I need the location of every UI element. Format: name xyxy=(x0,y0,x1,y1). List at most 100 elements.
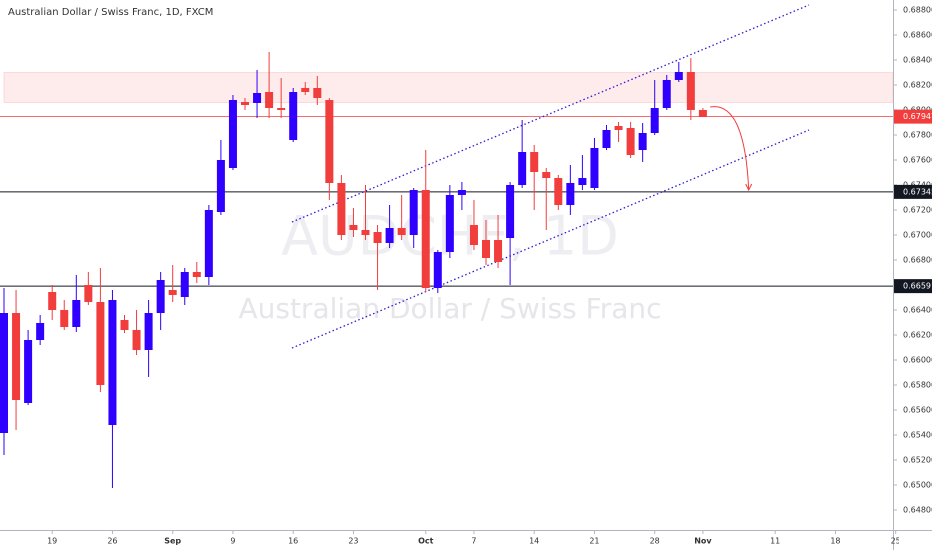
x-tick-label: 14 xyxy=(529,537,539,546)
candle-body xyxy=(518,152,527,185)
candle-body xyxy=(12,313,21,400)
candle-body xyxy=(614,126,623,130)
candle-body xyxy=(542,172,551,178)
candle-body xyxy=(650,108,659,133)
candle-body xyxy=(554,178,563,205)
arrow xyxy=(710,106,750,191)
x-tick-label: 28 xyxy=(650,537,660,546)
channel-line xyxy=(291,4,810,223)
price-label: 0.66591 xyxy=(903,282,932,291)
candle-body xyxy=(433,252,442,288)
candle-body xyxy=(602,130,611,148)
candle-body xyxy=(228,100,237,168)
candle-body xyxy=(144,313,153,350)
candle-body xyxy=(662,80,671,108)
candle-body xyxy=(72,300,81,327)
candle-body xyxy=(132,330,141,350)
candle-body xyxy=(216,160,225,212)
x-tick-label: 25 xyxy=(891,537,901,546)
y-tick-label: 0.64800 xyxy=(903,506,932,515)
candle-body xyxy=(241,102,249,105)
x-tick-label: 21 xyxy=(589,537,599,546)
candle-body xyxy=(289,92,298,140)
candle-body xyxy=(494,240,503,262)
candle-body xyxy=(120,320,129,330)
candle-body xyxy=(36,323,45,340)
candle-body xyxy=(325,100,334,183)
chart-title: Australian Dollar / Swiss Franc, 1D, FXC… xyxy=(8,7,213,18)
candle-body xyxy=(349,225,358,230)
candle-body xyxy=(385,228,394,243)
candle-body xyxy=(180,272,189,297)
price-label: 0.67345 xyxy=(903,187,932,196)
candle-body xyxy=(60,310,69,327)
candle-body xyxy=(156,280,165,313)
candle-body xyxy=(421,190,430,288)
candle-body xyxy=(84,285,93,302)
x-tick-label: 9 xyxy=(230,537,235,546)
price-label-box xyxy=(894,279,932,294)
candle-body xyxy=(409,190,418,235)
candle-body xyxy=(566,183,575,205)
candle-body xyxy=(445,195,454,252)
zone xyxy=(3,72,893,103)
candle-body xyxy=(337,183,346,235)
candle-body xyxy=(578,178,587,185)
candle-body xyxy=(482,240,490,258)
candle-body xyxy=(638,133,647,150)
candle-body xyxy=(686,72,695,110)
candle-body xyxy=(253,93,262,103)
price-label-box xyxy=(894,184,932,199)
candle-body xyxy=(469,225,478,245)
candle-body xyxy=(24,340,33,403)
candle-body xyxy=(96,302,105,385)
candle-body xyxy=(277,108,286,110)
candle-body xyxy=(168,290,177,295)
candle-body xyxy=(192,272,201,277)
x-tick-label: Sep xyxy=(164,537,181,546)
candle-body xyxy=(506,185,515,238)
candle-body xyxy=(108,300,117,425)
x-tick-label: 7 xyxy=(471,537,476,546)
candle-body xyxy=(457,190,466,195)
x-tick-label: 11 xyxy=(770,537,780,546)
candle-body xyxy=(313,88,322,98)
candle-body xyxy=(373,232,382,243)
x-tick-label: 23 xyxy=(348,537,358,546)
x-tick-label: Nov xyxy=(694,537,712,546)
price-label: 0.67947 xyxy=(903,112,932,121)
watermark-subtitle: Australian Dollar / Swiss Franc xyxy=(238,292,661,325)
candle-body xyxy=(626,128,635,155)
candle-body xyxy=(674,72,683,80)
x-tick-label: 16 xyxy=(288,537,298,546)
candle-body xyxy=(530,152,539,172)
x-tick-label: Oct xyxy=(418,537,434,546)
candle-body xyxy=(301,88,310,92)
candle-body xyxy=(397,228,406,235)
candle-body xyxy=(204,210,213,277)
candle-body xyxy=(361,230,370,235)
x-tick-label: 26 xyxy=(107,537,117,546)
candle-body xyxy=(0,313,8,433)
arrow-head xyxy=(745,183,753,192)
candle-body xyxy=(265,92,274,108)
candle-body xyxy=(698,110,707,117)
